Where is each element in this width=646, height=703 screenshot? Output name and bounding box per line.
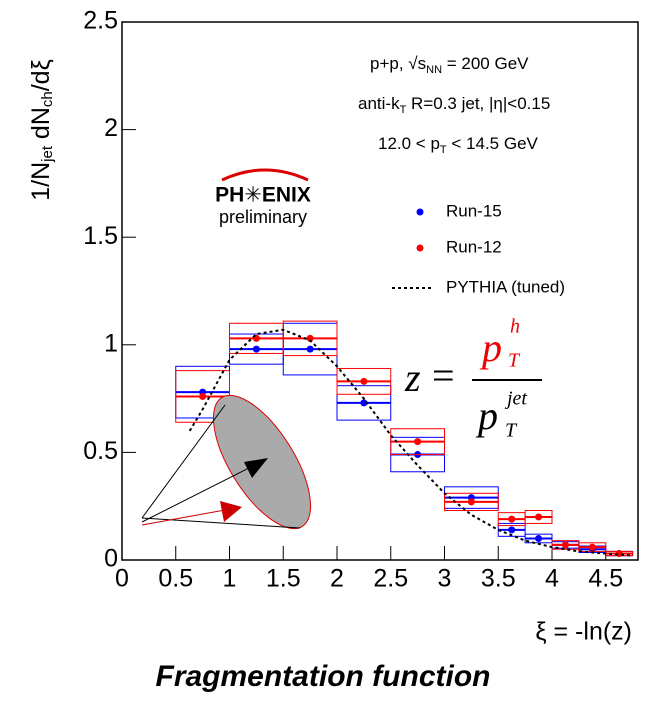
formula-den-sup: jet (504, 388, 527, 410)
formula-num-sub: T (508, 350, 521, 372)
data-point (535, 513, 543, 521)
y-tick-label: 2 (104, 114, 118, 142)
x-tick-label: 1.5 (266, 565, 301, 593)
x-axis-label: ξ = -ln(z) (535, 618, 632, 646)
data-point (508, 526, 516, 534)
formula-num: p (479, 325, 502, 370)
x-tick-label: 2 (330, 565, 344, 593)
data-point (414, 438, 422, 446)
logo-subtitle: preliminary (219, 207, 307, 227)
legend-label: PYTHIA (tuned) (446, 277, 565, 296)
formula-num-sup: h (510, 316, 520, 338)
formula: z = p h T p jet T (404, 316, 542, 442)
data-point (360, 377, 368, 385)
annotation: p+p, √sNN = 200 GeV (370, 54, 529, 75)
plot-frame (121, 21, 639, 561)
y-axis-label: 1/Njet dNch/dξ (27, 59, 56, 201)
x-tick-label: 1 (223, 565, 237, 593)
y-tick-label: 0 (104, 545, 118, 573)
x-tick-label: 0 (115, 565, 129, 593)
data-point (561, 541, 569, 549)
y-tick-label: 1.5 (83, 222, 118, 250)
caption: Fragmentation function (156, 660, 491, 693)
legend-label: Run-15 (446, 201, 502, 220)
y-tick-label: 0.5 (83, 437, 118, 465)
data-point (306, 334, 314, 342)
data-point (199, 392, 207, 400)
x-tick-label: 0.5 (158, 565, 193, 593)
data-point (360, 399, 368, 407)
data-point (306, 345, 314, 353)
data-point (508, 515, 516, 523)
annotation: anti-kT R=0.3 jet, |η|<0.15 (358, 94, 550, 115)
legend-swatch (416, 208, 424, 216)
formula-lhs: z (404, 355, 421, 400)
x-tick-label: 4 (545, 565, 559, 593)
formula-den-sub: T (505, 420, 518, 442)
x-tick-label: 3 (438, 565, 452, 593)
annotation: 12.0 < pT < 14.5 GeV (378, 134, 539, 155)
logo: PH✳ENIX (215, 184, 311, 207)
x-tick-label: 2.5 (373, 565, 408, 593)
formula-eq: = (432, 353, 455, 398)
y-tick-label: 2.5 (83, 7, 118, 35)
formula-den: p (475, 393, 498, 438)
plot-area: 0 0.5 1 1.5 2 2.5 3 3.5 4 4.5 0 0.5 1 1.5 2 2.5 (83, 7, 639, 593)
data-point (467, 498, 475, 506)
jet-cone (141, 394, 312, 530)
legend-swatch (416, 244, 424, 252)
y-tick-label: 1 (104, 329, 118, 357)
data-point (588, 543, 596, 551)
logo-arc (221, 168, 309, 182)
data-point (535, 534, 543, 542)
model-curve (188, 328, 633, 557)
data-point (252, 345, 260, 353)
x-tick-label: 3.5 (481, 565, 516, 593)
legend-label: Run-12 (446, 237, 502, 256)
x-tick-label: 4.5 (588, 565, 623, 593)
